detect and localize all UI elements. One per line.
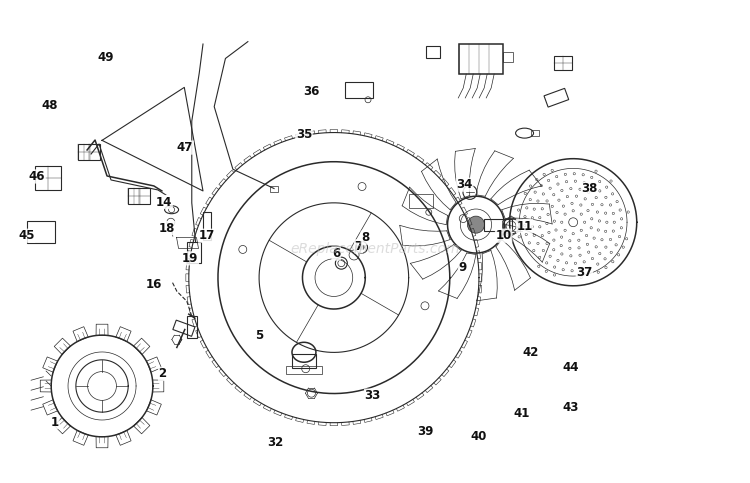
Bar	[554, 57, 572, 71]
Text: 7: 7	[355, 240, 362, 253]
Bar	[270, 185, 278, 192]
Bar	[128, 188, 151, 204]
Text: 32: 32	[268, 436, 284, 449]
Bar	[484, 219, 512, 230]
Bar	[409, 194, 433, 208]
Bar	[187, 316, 196, 338]
Text: 6: 6	[332, 247, 340, 260]
Text: 19: 19	[182, 252, 199, 265]
Text: 5: 5	[255, 329, 263, 342]
Bar	[187, 242, 200, 263]
Bar	[544, 88, 568, 107]
Bar	[459, 44, 503, 74]
Text: 18: 18	[159, 222, 176, 235]
Text: 14: 14	[156, 196, 172, 209]
Text: eReplacementParts.com: eReplacementParts.com	[290, 242, 460, 256]
Bar	[292, 354, 316, 368]
Text: 45: 45	[18, 229, 34, 242]
Text: 10: 10	[496, 229, 512, 242]
Text: 43: 43	[562, 401, 579, 414]
Text: 48: 48	[41, 99, 58, 112]
Bar	[530, 130, 538, 136]
Bar	[202, 212, 211, 240]
Text: 11: 11	[517, 220, 532, 233]
Bar	[172, 320, 195, 336]
Bar	[286, 366, 322, 374]
Circle shape	[358, 244, 364, 250]
Text: 42: 42	[522, 346, 538, 359]
Text: 49: 49	[98, 51, 114, 64]
Bar	[345, 82, 373, 98]
Text: 34: 34	[457, 178, 473, 191]
Text: 33: 33	[364, 389, 381, 402]
Text: 1: 1	[51, 415, 59, 428]
Text: 2: 2	[158, 368, 166, 381]
Text: 16: 16	[146, 278, 162, 291]
Bar	[35, 166, 62, 190]
Text: 46: 46	[28, 170, 45, 183]
Text: 47: 47	[177, 141, 194, 154]
Text: 40: 40	[470, 430, 487, 443]
Bar	[27, 221, 55, 243]
Text: 9: 9	[458, 261, 466, 274]
Text: 41: 41	[514, 408, 529, 420]
Circle shape	[467, 216, 484, 233]
Text: 35: 35	[296, 128, 312, 141]
Text: 17: 17	[199, 229, 214, 242]
Bar	[503, 52, 513, 62]
Text: 44: 44	[562, 361, 579, 374]
Text: 38: 38	[581, 182, 598, 195]
Bar	[426, 46, 440, 58]
Text: 37: 37	[576, 266, 592, 279]
Text: 8: 8	[362, 231, 370, 244]
Text: 39: 39	[418, 425, 434, 438]
Text: 36: 36	[303, 85, 320, 98]
Bar	[78, 144, 101, 160]
